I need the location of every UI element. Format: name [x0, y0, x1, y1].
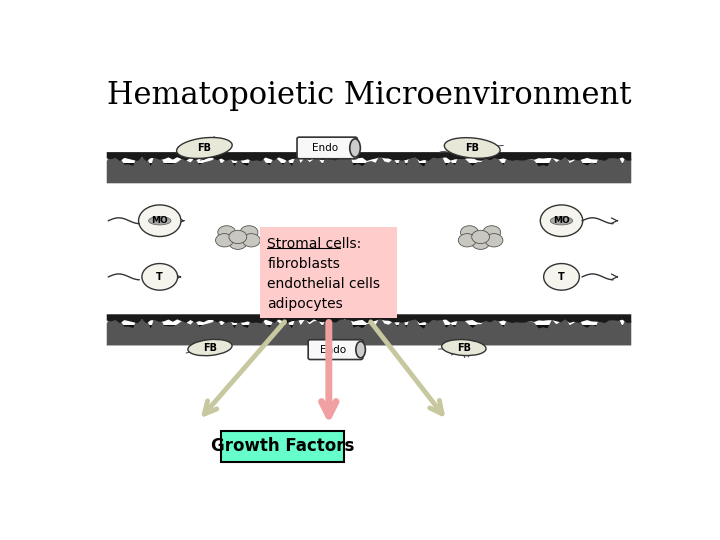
Circle shape [217, 226, 235, 239]
Circle shape [485, 234, 503, 247]
Text: T: T [558, 272, 565, 282]
FancyBboxPatch shape [260, 227, 397, 319]
Circle shape [142, 264, 178, 290]
Ellipse shape [356, 341, 366, 358]
Circle shape [215, 234, 233, 247]
Circle shape [240, 226, 258, 239]
Circle shape [229, 230, 247, 244]
Polygon shape [107, 314, 631, 346]
Circle shape [243, 234, 260, 247]
Circle shape [544, 264, 580, 290]
Text: endothelial cells: endothelial cells [267, 277, 380, 291]
FancyBboxPatch shape [221, 431, 344, 462]
Text: adipocytes: adipocytes [267, 297, 343, 311]
Text: FB: FB [465, 143, 480, 153]
Text: FB: FB [197, 143, 212, 153]
Ellipse shape [441, 340, 486, 355]
Circle shape [483, 226, 500, 239]
Circle shape [472, 236, 490, 249]
FancyBboxPatch shape [297, 137, 357, 159]
Text: T: T [156, 272, 163, 282]
Ellipse shape [550, 217, 572, 225]
Polygon shape [107, 314, 631, 323]
Ellipse shape [188, 339, 232, 356]
Ellipse shape [176, 138, 232, 158]
FancyBboxPatch shape [308, 340, 363, 360]
Circle shape [229, 236, 247, 249]
Circle shape [472, 230, 490, 244]
Polygon shape [107, 152, 631, 161]
Circle shape [461, 226, 478, 239]
Polygon shape [107, 152, 631, 183]
Text: Endo: Endo [312, 143, 338, 153]
Text: fibroblasts: fibroblasts [267, 257, 341, 271]
Ellipse shape [148, 217, 171, 225]
Text: Growth Factors: Growth Factors [211, 437, 354, 455]
Circle shape [458, 234, 476, 247]
Text: Hematopoietic Microenvironment: Hematopoietic Microenvironment [107, 80, 631, 111]
Bar [107, 163, 631, 183]
Bar [107, 325, 631, 346]
Ellipse shape [350, 139, 360, 157]
Text: Stromal cells:: Stromal cells: [267, 237, 361, 251]
Text: MO: MO [553, 216, 570, 225]
Circle shape [540, 205, 582, 237]
Ellipse shape [444, 138, 500, 158]
Text: Endo: Endo [320, 345, 346, 355]
Text: FB: FB [457, 342, 471, 353]
Circle shape [138, 205, 181, 237]
Text: FB: FB [203, 342, 217, 353]
Text: MO: MO [151, 216, 168, 225]
